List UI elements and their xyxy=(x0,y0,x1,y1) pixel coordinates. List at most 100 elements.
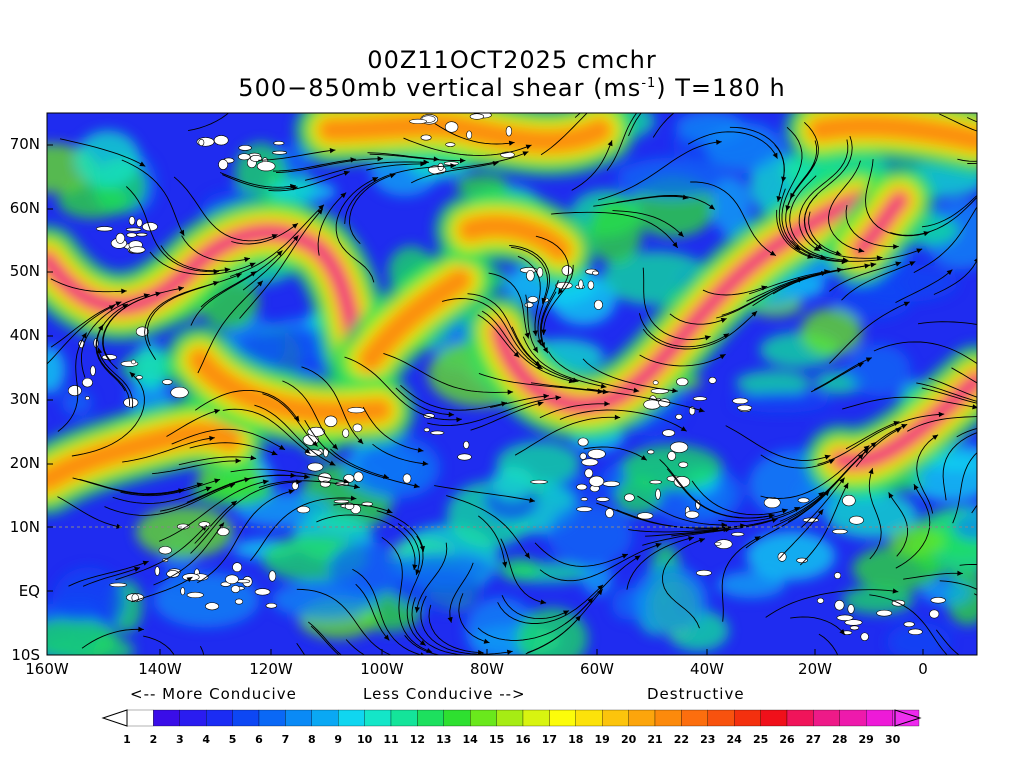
streamline xyxy=(194,500,238,544)
low-shear-patch xyxy=(849,625,860,631)
streamline xyxy=(845,205,899,248)
streamline-arrowhead xyxy=(186,577,193,583)
streamline-arrowhead xyxy=(602,389,609,395)
streamline-arrowhead xyxy=(839,477,845,484)
streamline xyxy=(913,206,977,273)
streamline-arrowhead xyxy=(250,271,257,277)
streamline xyxy=(229,204,325,277)
colorbar-label: 1 xyxy=(123,733,131,746)
streamline xyxy=(574,113,581,118)
shear-patch xyxy=(135,505,234,559)
streamline xyxy=(477,314,520,358)
streamline-arrowhead xyxy=(121,288,127,294)
streamline xyxy=(276,158,384,173)
low-shear-patch xyxy=(593,299,603,310)
low-shear-patch xyxy=(527,296,539,303)
shear-patch xyxy=(847,344,911,397)
streamline xyxy=(452,151,529,169)
low-shear-patch xyxy=(180,587,186,596)
streamline xyxy=(395,387,455,416)
streamline-arrowhead xyxy=(682,194,689,200)
streamline xyxy=(690,181,777,256)
low-shear-patch xyxy=(444,121,459,133)
streamline-arrowhead xyxy=(139,161,146,167)
streamline-arrowhead xyxy=(893,421,900,426)
streamline-arrowhead xyxy=(352,682,357,687)
streamline xyxy=(254,404,336,466)
low-shear-patch xyxy=(273,141,285,146)
shear-patch xyxy=(328,541,404,598)
low-shear-patch xyxy=(662,429,676,437)
streamline xyxy=(71,371,145,457)
shear-patch xyxy=(191,475,274,507)
shear-patch xyxy=(711,176,751,237)
streamline xyxy=(190,481,302,554)
streamline xyxy=(194,474,310,501)
colorbar-label: 7 xyxy=(281,733,290,746)
low-shear-patch xyxy=(655,488,661,500)
low-shear-patch xyxy=(763,497,781,509)
streamline-arrowhead xyxy=(541,329,547,336)
streamline-arrowhead xyxy=(536,339,542,346)
streamline-arrowhead xyxy=(304,474,310,480)
streamline xyxy=(446,495,531,559)
streamline xyxy=(428,604,484,654)
streamline xyxy=(779,441,877,522)
streamline-arrowhead xyxy=(672,387,678,394)
streamline xyxy=(628,529,719,533)
streamline-arrowhead xyxy=(794,244,801,251)
low-shear-patch xyxy=(584,468,594,478)
streamline-arrowhead xyxy=(294,415,300,422)
streamline xyxy=(781,126,803,251)
streamline-arrowhead xyxy=(422,460,429,467)
low-shear-patch xyxy=(834,572,842,580)
streamline-arrowhead xyxy=(122,304,129,309)
streamline xyxy=(362,406,424,452)
streamline xyxy=(404,635,442,655)
streamline xyxy=(765,589,899,618)
streamline xyxy=(939,580,977,590)
streamline-arrowhead xyxy=(97,347,103,354)
streamline-arrowhead xyxy=(244,257,250,263)
lat-label-40n: 40N xyxy=(9,326,40,344)
lon-label-0: 0 xyxy=(918,660,928,678)
streamline xyxy=(258,480,360,489)
streamline-arrowhead xyxy=(448,411,455,418)
streamline xyxy=(525,294,539,353)
streamline xyxy=(411,597,488,655)
streamline xyxy=(939,113,977,132)
streamline xyxy=(959,563,977,566)
streamline-arrowhead xyxy=(513,351,520,358)
lon-label-160w: 160W xyxy=(25,660,69,678)
streamline xyxy=(262,393,318,447)
streamline xyxy=(80,293,150,378)
lat-label-60n: 60N xyxy=(9,199,40,217)
streamline-arrowhead xyxy=(938,411,945,418)
streamline xyxy=(478,515,507,568)
streamline-arrowhead xyxy=(716,139,722,145)
low-shear-patch xyxy=(605,508,614,518)
low-shear-patch xyxy=(256,161,276,172)
low-shear-patch xyxy=(847,604,855,614)
streamline xyxy=(268,171,350,192)
colorbar-label: 16 xyxy=(515,733,531,746)
streamline xyxy=(721,536,761,622)
streamline xyxy=(935,629,960,655)
streamline xyxy=(593,195,689,207)
low-shear-patch xyxy=(505,126,513,137)
title-text-pre: 500−850mb vertical shear (ms xyxy=(238,74,642,102)
colorbar-label: 20 xyxy=(620,733,637,746)
streamline-arrowhead xyxy=(674,88,680,93)
streamline-arrowhead xyxy=(817,509,824,516)
jet-streak-band xyxy=(458,214,572,262)
colorbar-label: 29 xyxy=(858,733,874,746)
jet-streak-band xyxy=(854,194,906,256)
colorbar-label: 13 xyxy=(436,733,452,746)
streamline-arrowhead xyxy=(536,363,543,369)
low-shear-patch xyxy=(272,150,288,155)
streamline-arrowhead xyxy=(1010,152,1016,157)
streamline-arrowhead xyxy=(950,657,956,662)
low-shear-patch xyxy=(832,528,848,535)
streamline xyxy=(317,192,347,256)
streamline-arrowhead xyxy=(291,185,298,191)
